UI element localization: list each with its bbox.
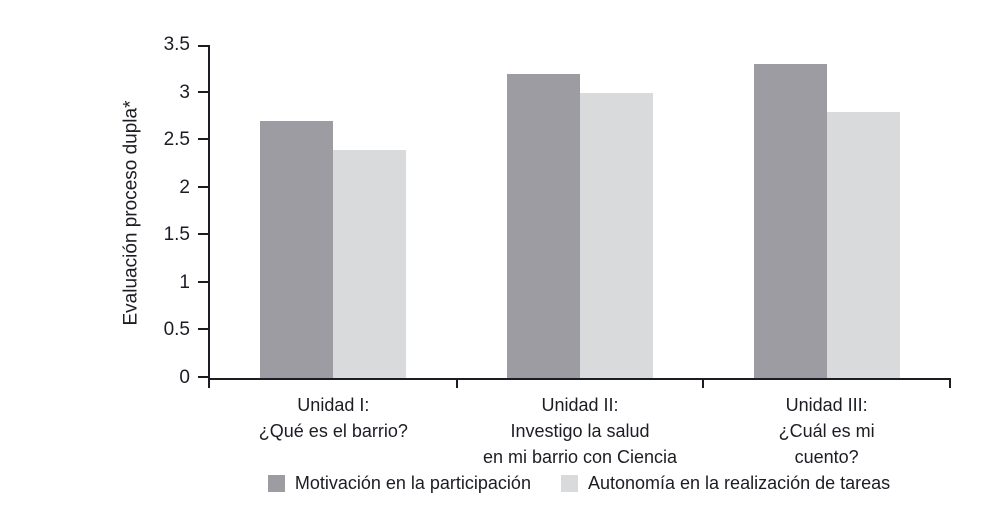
x-axis-tick (455, 378, 458, 388)
legend-swatch-motivacion-icon (267, 475, 285, 492)
y-axis-tick-label: 1.5 (163, 224, 190, 246)
y-axis-tick (198, 376, 208, 378)
x-axis-tick (702, 378, 705, 388)
bar-series-2-group-3 (826, 111, 900, 378)
y-axis-tick (198, 233, 208, 236)
y-axis-tick-label: 0 (179, 367, 190, 388)
y-axis-tick-label: 1 (179, 271, 190, 293)
legend-item-motivacion: Motivación en la participación (267, 473, 531, 494)
y-axis-tick (198, 138, 208, 141)
bar-series-2-group-1 (333, 149, 407, 378)
x-axis-tick (208, 378, 210, 388)
y-axis-tick (198, 45, 208, 47)
y-axis-tick-label: 2.5 (163, 129, 190, 151)
legend: Motivación en la participación Autonomía… (208, 473, 950, 494)
y-axis-tick (198, 280, 208, 283)
legend-swatch-autonomia-icon (560, 475, 578, 492)
x-axis-category-label: Unidad I: ¿Qué es el barrio? (258, 395, 408, 441)
y-axis-tick (198, 328, 208, 331)
plot-area: 0 0.5 1 1.5 2 2.5 3 3.5 Unidad I: ¿Qué es el bar… (164, 34, 951, 467)
legend-label-autonomia: Autonomía en la realización de tareas (587, 473, 891, 493)
y-axis-tick (198, 90, 208, 93)
y-axis-tick-label: 0.5 (163, 319, 190, 341)
y-axis-tick-label: 3 (179, 81, 190, 103)
y-axis-tick (198, 185, 208, 188)
y-axis-tick-label: 2 (179, 176, 190, 198)
legend-item-autonomia: Autonomía en la realización de tareas (560, 473, 891, 494)
bar-series-1-group-1 (260, 121, 334, 378)
legend-label-motivacion: Motivación en la participación (294, 473, 531, 493)
bar-series-1-group-3 (753, 64, 827, 378)
x-axis-category-label: Unidad II: Investigo la salud en mi barr… (482, 395, 678, 467)
y-axis-tick-label: 3.5 (163, 34, 190, 55)
bar-series-1-group-2 (507, 73, 580, 378)
bar-series-2-group-2 (580, 92, 653, 378)
x-axis-tick (949, 378, 951, 388)
x-axis-category-label: Unidad III: ¿Cuál es mi cuento? (778, 395, 875, 467)
